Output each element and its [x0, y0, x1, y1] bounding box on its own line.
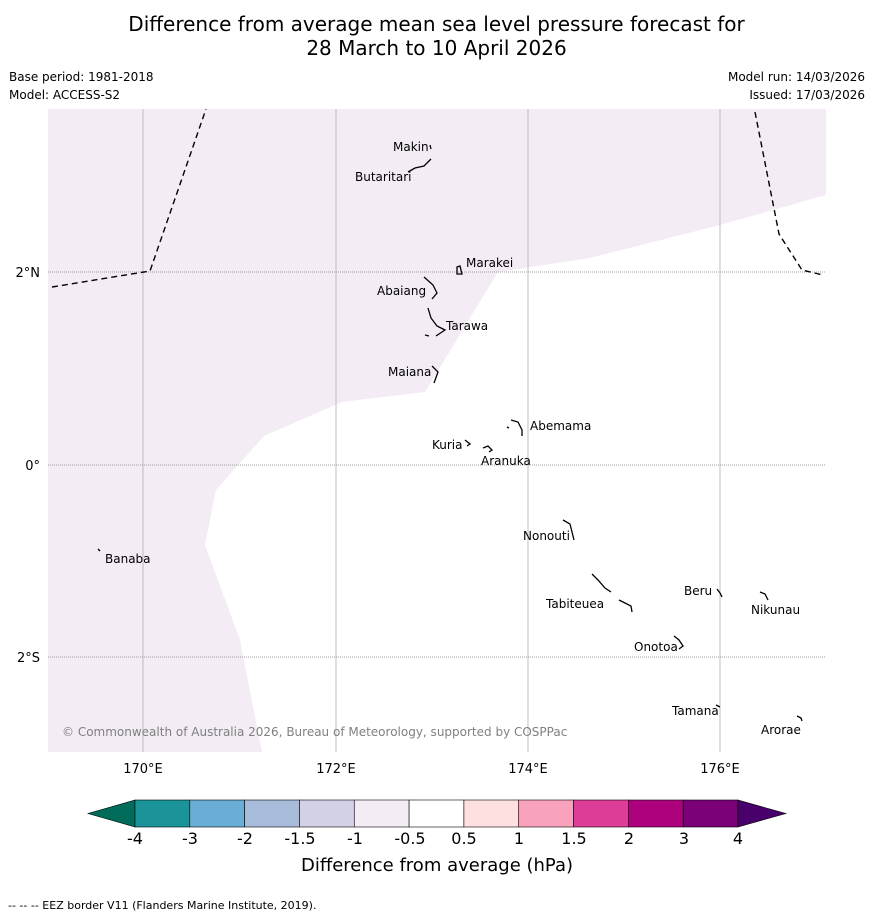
gridlines	[142, 109, 721, 752]
map-title: Difference from average mean sea level p…	[0, 12, 873, 60]
colorbar-tick: 0.5	[451, 829, 476, 848]
colorbar-tick: 2	[624, 829, 634, 848]
colorbar-bin	[463, 799, 520, 828]
label-aranuka: Aranuka	[481, 454, 531, 468]
lon-axis-labels: 170°E 172°E 174°E 176°E	[123, 762, 740, 777]
island-makin	[429, 144, 432, 150]
label-tarawa: Tarawa	[445, 319, 488, 333]
model-name: Model: ACCESS-S2	[9, 88, 121, 102]
colorbar-ticks: -4 -3 -2 -1.5 -1 -0.5 0.5 1 1.5 2 3 4	[127, 829, 743, 848]
base-period: Base period: 1981-2018	[9, 70, 154, 84]
island-banaba	[97, 548, 101, 552]
lat-label-2s: 2°S	[17, 651, 40, 666]
label-makin: Makin	[393, 140, 429, 154]
colorbar-bin	[628, 799, 684, 828]
islands	[97, 144, 803, 722]
island-nonouti	[562, 519, 575, 541]
colorbar-tick: -4	[127, 829, 143, 848]
eez-border-east	[754, 111, 824, 276]
label-beru: Beru	[684, 584, 712, 598]
colorbar-tick: 4	[733, 829, 743, 848]
label-tabiteuea: Tabiteuea	[545, 597, 604, 611]
colorbar-tick: 1	[514, 829, 524, 848]
lon-label-172e: 172°E	[316, 762, 356, 777]
title-line-2: 28 March to 10 April 2026	[306, 36, 567, 60]
label-banaba: Banaba	[105, 552, 151, 566]
label-kuria: Kuria	[432, 438, 463, 452]
copyright-notice: © Commonwealth of Australia 2026, Bureau…	[62, 725, 567, 739]
label-tamana: Tamana	[671, 704, 719, 718]
colorbar-over-arrow	[737, 799, 788, 828]
place-labels: Makin Butaritari Marakei Abaiang Tarawa …	[105, 140, 801, 737]
anomaly-shading	[48, 109, 826, 752]
colorbar-bin	[299, 799, 355, 828]
colorbar-bin	[573, 799, 629, 828]
colorbar-tick: 3	[679, 829, 689, 848]
issued-date: Issued: 17/03/2026	[749, 88, 865, 102]
lat-label-0: 0°	[25, 459, 40, 474]
model-run: Model run: 14/03/2026	[727, 70, 865, 84]
island-tamana	[715, 704, 721, 708]
colorbar	[86, 799, 788, 828]
island-maiana	[431, 365, 439, 384]
colorbar-bin	[189, 799, 245, 828]
lon-label-176e: 176°E	[700, 762, 740, 777]
island-kuria	[464, 439, 472, 447]
label-abaiang: Abaiang	[377, 284, 426, 298]
island-beru	[716, 588, 723, 598]
island-marakei	[456, 265, 463, 275]
colorbar-tick: -3	[182, 829, 198, 848]
island-aranuka	[482, 445, 494, 453]
label-arorae: Arorae	[761, 723, 801, 737]
island-arorae	[796, 715, 803, 722]
colorbar-bin	[408, 799, 465, 828]
island-abemama	[506, 419, 523, 436]
label-nikunau: Nikunau	[751, 603, 800, 617]
eez-footnote: -- -- -- EEZ border V11 (Flanders Marine…	[8, 899, 317, 912]
island-tarawa	[424, 307, 447, 337]
colorbar-tick: -1	[347, 829, 363, 848]
label-nonouti: Nonouti	[523, 529, 570, 543]
colorbar-tick: 1.5	[561, 829, 586, 848]
island-tabiteuea	[591, 573, 633, 613]
label-maiana: Maiana	[388, 365, 431, 379]
label-abemama: Abemama	[530, 419, 591, 433]
lat-axis-labels: 2°N 0° 2°S	[16, 266, 41, 666]
island-butaritari	[407, 158, 432, 173]
colorbar-bin	[244, 799, 300, 828]
meta-right: Model run: 14/03/2026 Issued: 17/03/2026	[728, 68, 865, 104]
lon-label-170e: 170°E	[123, 762, 163, 777]
colorbar-bin	[353, 799, 410, 828]
lat-label-2n: 2°N	[16, 266, 41, 281]
label-marakei: Marakei	[466, 256, 513, 270]
colorbar-under-arrow	[86, 799, 136, 828]
colorbar-bin	[518, 799, 574, 828]
island-abaiang	[423, 276, 438, 300]
colorbar-bin	[134, 799, 191, 828]
lat-gridlines	[48, 271, 826, 658]
eez-borders	[51, 108, 824, 288]
label-butaritari: Butaritari	[355, 170, 412, 184]
colorbar-tick: -0.5	[394, 829, 425, 848]
lon-label-174e: 174°E	[508, 762, 548, 777]
island-nikunau	[759, 591, 769, 601]
colorbar-tick: -1.5	[284, 829, 315, 848]
title-line-1: Difference from average mean sea level p…	[128, 12, 745, 36]
island-onotoa	[673, 635, 684, 650]
colorbar-tick: -2	[237, 829, 253, 848]
colorbar-label: Difference from average (hPa)	[301, 855, 573, 876]
meta-left: Base period: 1981-2018 Model: ACCESS-S2	[9, 68, 154, 104]
label-onotoa: Onotoa	[634, 640, 678, 654]
eez-border-west	[51, 108, 207, 288]
colorbar-bin	[682, 799, 739, 828]
